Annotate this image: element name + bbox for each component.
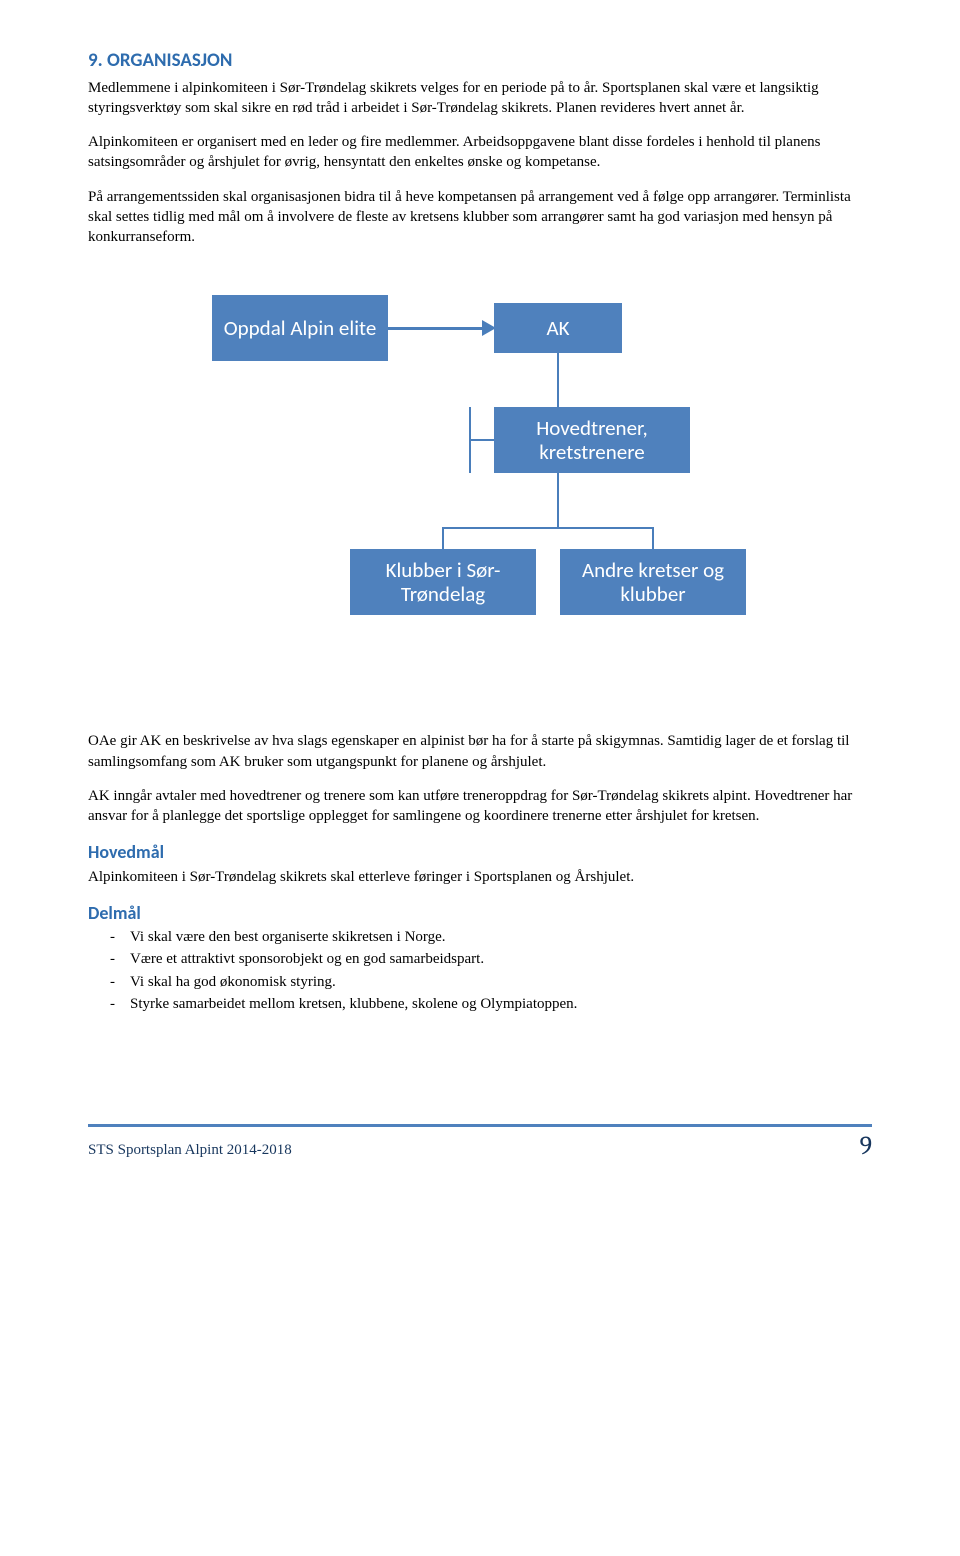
- hovedmal-text: Alpinkomiteen i Sør-Trøndelag skikrets s…: [88, 867, 872, 887]
- paragraph-1: Medlemmene i alpinkomiteen i Sør-Trøndel…: [88, 78, 872, 119]
- delmal-list: Vi skal være den best organiserte skikre…: [88, 927, 872, 1014]
- edge-to-hovedtrener: [469, 439, 495, 441]
- footer-title: STS Sportsplan Alpint 2014-2018: [88, 1140, 292, 1160]
- node-klubber: Klubber i Sør-Trøndelag: [350, 549, 536, 615]
- edge-oppdal-ak: [388, 327, 482, 330]
- edge-children-hbar: [442, 527, 654, 529]
- section-heading: 9. ORGANISASJON: [88, 48, 872, 74]
- edge-child2-v: [652, 527, 654, 549]
- paragraph-3: På arrangementssiden skal organisasjonen…: [88, 187, 872, 248]
- paragraph-5: AK inngår avtaler med hovedtrener og tre…: [88, 786, 872, 827]
- edge-to-hovedtrener-v: [469, 407, 471, 473]
- page-number: 9: [860, 1129, 872, 1164]
- node-label: Oppdal Alpin elite: [224, 316, 377, 340]
- list-item: Vi skal være den best organiserte skikre…: [130, 927, 872, 947]
- list-item: Vi skal ha god økonomisk styring.: [130, 972, 872, 992]
- list-item: Være et attraktivt sponsorobjekt og en g…: [130, 949, 872, 969]
- paragraph-2: Alpinkomiteen er organisert med en leder…: [88, 132, 872, 173]
- node-label: Andre kretser og klubber: [570, 558, 736, 606]
- node-andre-kretser: Andre kretser og klubber: [560, 549, 746, 615]
- node-label: Klubber i Sør-Trøndelag: [360, 558, 526, 606]
- delmal-heading: Delmål: [88, 901, 872, 925]
- paragraph-4: OAe gir AK en beskrivelse av hva slags e…: [88, 731, 872, 772]
- node-hovedtrener: Hovedtrener, kretstrenere: [494, 407, 690, 473]
- node-oppdal-alpin-elite: Oppdal Alpin elite: [212, 295, 388, 361]
- list-item: Styrke samarbeidet mellom kretsen, klubb…: [130, 994, 872, 1014]
- node-label: Hovedtrener, kretstrenere: [504, 416, 680, 464]
- hovedmal-heading: Hovedmål: [88, 840, 872, 864]
- page-footer: STS Sportsplan Alpint 2014-2018 9: [88, 1124, 872, 1164]
- node-ak: AK: [494, 303, 622, 353]
- org-chart: Oppdal Alpin elite AK Hovedtrener, krets…: [180, 295, 780, 675]
- edge-child1-v: [442, 527, 444, 549]
- node-label: AK: [546, 316, 569, 340]
